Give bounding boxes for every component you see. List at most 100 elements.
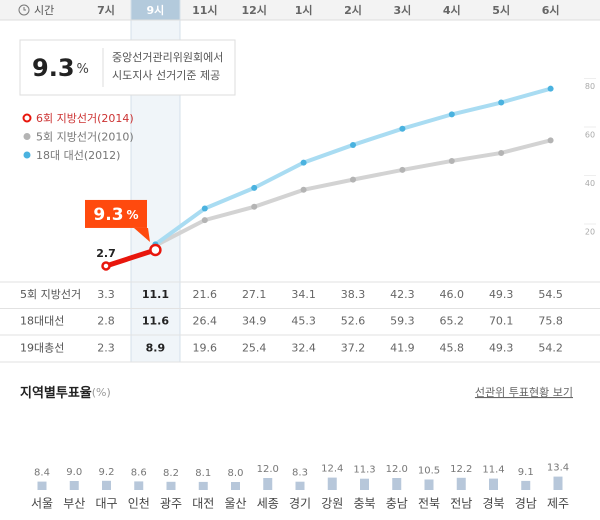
cell: 65.2 [440,315,465,328]
legend-marker [22,113,32,123]
y-tick-label: 60 [585,131,595,140]
bar [198,481,208,490]
bar [327,477,337,490]
bar-value-label: 8.0 [228,468,244,479]
info-value: 9.3% [32,54,89,82]
point [399,166,406,173]
cell: 49.3 [489,341,514,354]
point [300,159,307,166]
bar-value-label: 8.1 [195,468,211,479]
bar-value-label: 11.4 [482,465,504,476]
time-tick-label: 12시 [241,4,266,17]
data-label: 2.7 [96,247,116,260]
bar [102,480,111,490]
point [448,157,455,164]
cell: 34.9 [242,315,267,328]
cell: 11.6 [142,315,169,328]
cell: 32.4 [291,341,316,354]
bar-value-label: 12.0 [386,464,408,475]
region-label: 경남 [515,497,537,511]
bar-value-label: 12.2 [450,464,472,475]
bar [456,477,466,490]
point [350,141,356,148]
point [201,217,208,224]
point [547,85,554,92]
legend-label: 18대 대선(2012) [36,149,120,162]
cell: 2.3 [97,341,115,354]
callout-value: 9.3 [93,205,123,225]
region-label: 인천 [128,496,150,511]
bar [231,482,240,490]
region-label: 전북 [418,497,440,511]
y-tick-label: 20 [585,228,595,237]
info-unit: % [77,62,89,77]
bar-value-label: 11.3 [353,465,375,476]
bar [295,481,305,490]
bar-value-label: 9.2 [99,467,115,478]
bar [553,476,563,490]
cell: 19.6 [193,341,218,354]
cell: 70.1 [489,315,514,328]
point [448,111,455,118]
callout-pointer [134,227,150,242]
region-label: 충북 [353,497,375,511]
bar-value-label: 8.6 [131,467,147,478]
cell: 21.6 [193,288,218,301]
cell: 27.1 [242,288,267,301]
cell: 11.1 [142,288,169,301]
time-tick-label: 3시 [394,4,412,17]
bar [360,478,369,490]
time-tick-label: 9시 [147,4,165,17]
cell: 59.3 [390,315,415,328]
point [251,184,258,191]
cell: 45.3 [291,315,316,328]
clock-hands [23,7,26,11]
time-tick-label: 2시 [344,4,362,17]
time-tick-label: 5시 [492,4,510,17]
region-label: 강원 [321,497,343,511]
region-unit: (%) [92,386,111,399]
region-label: 제주 [547,497,569,511]
cell: 42.3 [390,288,415,301]
region-label: 충남 [386,497,408,511]
callout-box [85,199,147,228]
point [149,243,162,257]
cell: 54.5 [538,288,563,301]
callout-label: 9.3% [93,205,138,225]
bar [37,481,47,490]
cell: 3.3 [97,288,115,301]
bar-value-label: 10.5 [418,466,440,477]
point [251,203,258,210]
legend-label: 5회 지방선거(2010) [36,131,134,144]
time-tick-label: 7시 [97,4,115,17]
point [498,99,505,106]
cell: 45.8 [440,341,465,354]
cell: 34.1 [291,288,316,301]
clock-icon [18,4,30,16]
region-label: 경북 [482,497,504,511]
cell: 37.2 [341,341,366,354]
selected-header [131,0,180,20]
point [350,176,356,183]
bar-value-label: 12.0 [257,464,279,475]
bar [69,481,79,490]
region-label: 대전 [192,497,214,511]
point [201,205,208,212]
bar [392,478,402,490]
cell: 52.6 [341,315,366,328]
cell: 25.4 [242,341,267,354]
cell: 46.0 [440,288,465,301]
cell: 26.4 [193,315,218,328]
y-tick-label: 40 [585,179,595,188]
point [101,261,111,271]
region-title-text: 지역별투표율 [20,385,92,401]
bar-value-label: 9.0 [66,467,82,478]
info-number: 9.3 [32,54,75,82]
point [399,125,406,132]
bar [424,479,434,490]
bar [263,478,273,490]
info-source: 중앙선거관리위원회에서 [112,51,223,64]
source-link[interactable]: 선관위 투표현황 보기 [475,386,573,399]
bar [166,481,176,490]
